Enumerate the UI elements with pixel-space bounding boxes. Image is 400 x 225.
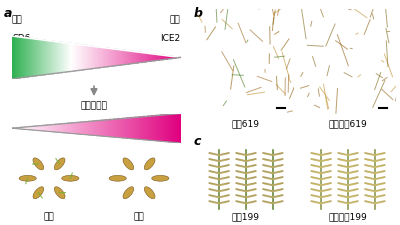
Text: 萌发: 萌发 bbox=[44, 213, 54, 222]
Ellipse shape bbox=[54, 158, 65, 170]
Text: 天隆619: 天隆619 bbox=[232, 119, 260, 128]
Ellipse shape bbox=[33, 158, 44, 170]
Ellipse shape bbox=[144, 187, 155, 199]
Text: 脱落酸含量: 脱落酸含量 bbox=[80, 101, 108, 110]
Text: ICE2: ICE2 bbox=[160, 34, 180, 43]
Text: 改良科农199: 改良科农199 bbox=[329, 213, 367, 222]
Text: b: b bbox=[194, 7, 203, 20]
Text: 室温: 室温 bbox=[12, 16, 23, 25]
Text: c: c bbox=[194, 135, 201, 148]
Text: 低温: 低温 bbox=[169, 16, 180, 25]
Ellipse shape bbox=[19, 176, 36, 181]
Ellipse shape bbox=[62, 176, 79, 181]
Ellipse shape bbox=[123, 158, 134, 170]
Ellipse shape bbox=[152, 176, 169, 181]
Ellipse shape bbox=[109, 176, 126, 181]
Text: a: a bbox=[4, 7, 12, 20]
Text: 科农199: 科农199 bbox=[232, 213, 260, 222]
Ellipse shape bbox=[123, 187, 134, 199]
Text: 改良天隆619: 改良天隆619 bbox=[329, 119, 367, 128]
Ellipse shape bbox=[54, 187, 65, 199]
Text: SD6: SD6 bbox=[12, 34, 30, 43]
Ellipse shape bbox=[33, 187, 44, 199]
Text: 休眠: 休眠 bbox=[134, 213, 144, 222]
Ellipse shape bbox=[144, 158, 155, 170]
